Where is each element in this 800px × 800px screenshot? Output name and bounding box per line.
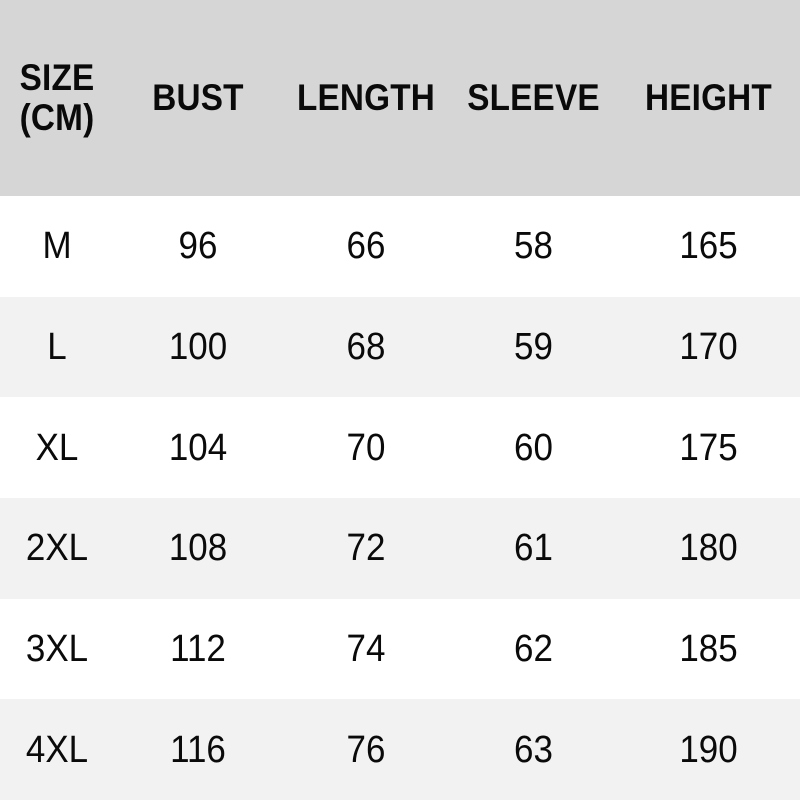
table-row: XL 104 70 60 175	[0, 397, 800, 499]
cell-bust: 112	[170, 628, 226, 671]
cell-height: 180	[679, 527, 738, 570]
cell-sleeve: 59	[514, 326, 553, 368]
table-row: 2XL 108 72 61 180	[0, 498, 800, 599]
column-header-length-line-0: LENGTH	[297, 77, 435, 119]
cell-bust: 104	[168, 426, 228, 469]
column-header-length: LENGTH	[290, 78, 441, 118]
column-header-bust: BUST	[122, 78, 273, 118]
cell-length: 76	[346, 728, 386, 771]
column-header-sleeve: SLEEVE	[458, 78, 608, 118]
column-header-sleeve-line-0: SLEEVE	[467, 77, 600, 119]
cell-sleeve: 60	[514, 426, 553, 469]
cell-sleeve: 63	[514, 728, 553, 771]
cell-height: 165	[679, 225, 738, 268]
cell-bust: 116	[170, 728, 226, 771]
table-header-row: SIZE (CM) BUST LENGTH SLEEVE HEIGHT	[0, 0, 800, 196]
cell-bust: 108	[168, 527, 228, 570]
cell-length: 70	[346, 426, 386, 469]
cell-bust: 100	[168, 326, 228, 368]
cell-sleeve: 62	[514, 628, 553, 671]
column-header-size: SIZE (CM)	[6, 58, 109, 138]
column-header-height: HEIGHT	[626, 78, 791, 118]
cell-size: L	[47, 326, 67, 368]
cell-size: 3XL	[25, 628, 89, 671]
cell-length: 66	[346, 225, 386, 268]
cell-sleeve: 61	[514, 527, 553, 570]
cell-bust: 96	[178, 225, 218, 268]
table-row: 3XL 112 74 62 185	[0, 598, 800, 700]
column-header-height-line-0: HEIGHT	[645, 77, 772, 119]
cell-size: 4XL	[25, 728, 89, 771]
column-header-size-line-0: SIZE	[19, 57, 95, 99]
table-body: M 96 66 58 165 L 100 68 59 170 XL 104 70 60 175 2XL 108 7…	[0, 196, 800, 800]
table-row: 4XL 116 76 63 190	[0, 699, 800, 800]
cell-size: 2XL	[25, 527, 89, 570]
cell-size: XL	[35, 426, 79, 469]
cell-height: 190	[679, 728, 738, 771]
cell-height: 185	[679, 628, 738, 671]
cell-length: 68	[346, 326, 386, 368]
cell-length: 72	[346, 527, 386, 570]
column-header-size-line-1: (CM)	[19, 97, 95, 138]
cell-sleeve: 58	[514, 225, 553, 268]
cell-size: M	[42, 225, 72, 268]
table-row: L 100 68 59 170	[0, 296, 800, 398]
table-row: M 96 66 58 165	[0, 196, 800, 297]
cell-height: 170	[679, 326, 738, 368]
column-header-bust-line-0: BUST	[152, 77, 244, 119]
cell-height: 175	[679, 426, 738, 469]
cell-length: 74	[346, 628, 386, 671]
